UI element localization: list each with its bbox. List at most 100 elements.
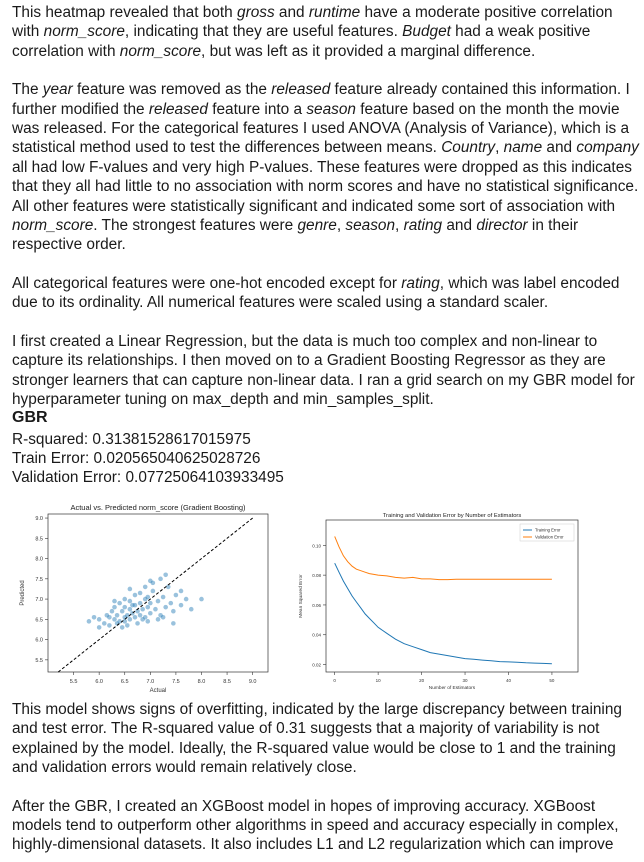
y-tick-label: 7.5 bbox=[35, 577, 43, 583]
text-run: The bbox=[12, 81, 43, 99]
legend-box bbox=[519, 523, 575, 542]
data-point bbox=[109, 608, 115, 614]
italic-term: season bbox=[306, 100, 356, 118]
data-point bbox=[101, 621, 107, 626]
y-tick-label: 7.0 bbox=[35, 597, 43, 603]
series-line bbox=[334, 536, 552, 581]
text-run: , bbox=[495, 139, 504, 157]
data-point bbox=[171, 621, 176, 626]
y-axis-label: Predicted bbox=[20, 580, 26, 605]
x-tick-label: 9.0 bbox=[249, 679, 257, 685]
italic-term: released bbox=[271, 81, 331, 99]
x-tick-label: 7.0 bbox=[146, 679, 154, 685]
y-tick-label: 6.5 bbox=[35, 617, 43, 623]
x-tick-label: 30 bbox=[463, 678, 469, 683]
document-body: This heatmap revealed that both gross an… bbox=[12, 3, 640, 409]
data-point bbox=[112, 604, 117, 610]
data-point bbox=[107, 623, 112, 628]
data-point bbox=[132, 592, 138, 598]
data-point bbox=[183, 596, 189, 602]
italic-term: rating bbox=[403, 217, 443, 235]
reference-line bbox=[57, 517, 253, 673]
y-tick-label: 9.0 bbox=[35, 516, 43, 522]
data-point bbox=[140, 617, 145, 622]
italic-term: Budget bbox=[402, 23, 451, 41]
data-point bbox=[135, 608, 140, 614]
data-point bbox=[112, 598, 117, 604]
data-point bbox=[163, 604, 168, 610]
x-axis-label: Number of Estimators bbox=[429, 685, 476, 691]
data-point bbox=[173, 592, 179, 598]
text-run: feature based on the month the movie was… bbox=[12, 100, 630, 157]
x-tick-label: 0 bbox=[333, 678, 336, 683]
x-tick-label: 40 bbox=[506, 678, 512, 683]
data-point bbox=[153, 606, 158, 612]
chart-title: Training and Validation Error by Number … bbox=[383, 513, 522, 519]
italic-term: runtime bbox=[308, 4, 361, 21]
y-tick-label: 5.5 bbox=[35, 658, 43, 664]
data-point bbox=[130, 602, 135, 608]
x-axis-label: Actual bbox=[150, 688, 167, 694]
data-point bbox=[137, 590, 143, 596]
paragraph-encoding: All categorical features were one-hot en… bbox=[12, 274, 640, 313]
legend-label: Training Error bbox=[535, 528, 561, 533]
text-run: All categorical features were one-hot en… bbox=[12, 274, 402, 292]
text-run: and bbox=[274, 4, 309, 21]
data-point bbox=[127, 586, 133, 592]
data-point bbox=[119, 625, 125, 630]
data-point bbox=[96, 617, 102, 622]
data-point bbox=[171, 608, 176, 614]
y-axis-label: Mean Squared Error bbox=[298, 574, 304, 618]
y-tick-label: 0.08 bbox=[312, 573, 321, 578]
y-tick-label: 0.06 bbox=[312, 603, 321, 608]
chart-title: Actual vs. Predicted norm_score (Gradien… bbox=[70, 503, 246, 512]
text-run: have a moderate positive correlation wit… bbox=[12, 4, 613, 41]
data-point bbox=[140, 606, 145, 612]
paragraph-xgboost: After the GBR, I created an XGBoost mode… bbox=[12, 797, 619, 854]
data-point bbox=[117, 600, 122, 606]
r-squared-metric: R-squared: 0.31381528617015975 bbox=[12, 431, 251, 448]
italic-term: genre bbox=[297, 217, 337, 235]
data-point bbox=[148, 600, 153, 606]
figures-row: Actual vs. Predicted norm_score (Gradien… bbox=[12, 500, 642, 696]
data-point bbox=[122, 619, 128, 624]
text-run: . The strongest features were bbox=[93, 217, 298, 235]
x-tick-label: 6.0 bbox=[95, 679, 103, 685]
paragraph-heatmap: This heatmap revealed that both gross an… bbox=[12, 3, 640, 61]
data-point bbox=[199, 596, 204, 602]
data-point bbox=[122, 604, 128, 610]
data-point bbox=[142, 596, 148, 602]
train-error-metric: Train Error: 0.020565040625028726 bbox=[12, 450, 261, 467]
data-point bbox=[112, 617, 117, 622]
x-tick-label: 8.0 bbox=[198, 679, 206, 685]
italic-term: gross bbox=[237, 4, 275, 21]
text-run: and bbox=[442, 217, 477, 235]
data-point bbox=[117, 619, 122, 624]
text-run: had a weak positive correlation with bbox=[12, 23, 591, 60]
text-run: feature into a bbox=[207, 100, 307, 118]
italic-term: name bbox=[503, 139, 543, 157]
text-run: , indicating that they are useful featur… bbox=[124, 23, 403, 41]
data-point bbox=[178, 588, 184, 594]
plot-frame bbox=[325, 519, 579, 673]
data-point bbox=[148, 578, 153, 584]
data-point bbox=[104, 612, 110, 618]
data-point bbox=[137, 612, 143, 618]
data-point bbox=[158, 576, 163, 582]
x-tick-label: 10 bbox=[376, 678, 382, 683]
data-point bbox=[188, 606, 194, 612]
text-run: all had low F-values and very high P-val… bbox=[12, 158, 639, 215]
text-run: feature already contained this informati… bbox=[12, 81, 630, 118]
paragraph-features: The year feature was removed as the rele… bbox=[12, 80, 640, 255]
y-tick-label: 8.0 bbox=[35, 557, 43, 563]
series-line bbox=[334, 562, 552, 665]
data-point bbox=[125, 623, 130, 628]
legend-label: Validation Error bbox=[535, 535, 564, 540]
paragraph-overfitting: This model shows signs of overfitting, i… bbox=[12, 701, 622, 777]
data-point bbox=[163, 572, 168, 578]
text-run: feature was removed as the bbox=[72, 81, 272, 99]
italic-term: company bbox=[576, 139, 639, 157]
text-run: , which was label encoded due to its ord… bbox=[12, 274, 620, 312]
text-run: I first created a Linear Regression, but… bbox=[12, 332, 635, 408]
italic-term: norm_score bbox=[119, 42, 202, 60]
